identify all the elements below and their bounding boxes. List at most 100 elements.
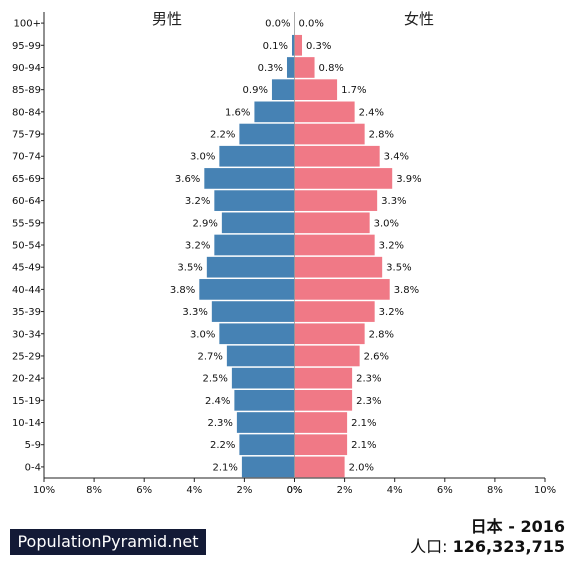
female-bar bbox=[294, 256, 383, 278]
female-value-label: 2.8% bbox=[369, 130, 394, 141]
male-bar bbox=[204, 168, 295, 189]
female-value-label: 3.2% bbox=[379, 241, 404, 252]
age-group-label: 5-9 bbox=[25, 440, 41, 451]
female-bar bbox=[294, 279, 390, 300]
male-bar bbox=[239, 434, 295, 456]
male-bar bbox=[219, 323, 295, 345]
male-value-label: 3.0% bbox=[190, 152, 215, 163]
male-bar bbox=[241, 456, 295, 478]
male-value-label: 0.3% bbox=[258, 63, 283, 74]
female-bar bbox=[294, 434, 348, 456]
female-bar bbox=[294, 79, 338, 101]
female-value-label: 3.8% bbox=[394, 285, 419, 296]
x-tick-label: 8% bbox=[86, 485, 102, 496]
brand-logo: PopulationPyramid.net bbox=[10, 529, 206, 555]
female-value-label: 3.2% bbox=[379, 307, 404, 318]
population-value: 126,323,715 bbox=[452, 537, 565, 556]
male-bar bbox=[199, 279, 295, 300]
male-value-label: 3.8% bbox=[170, 285, 195, 296]
x-tick-label: 4% bbox=[186, 485, 202, 496]
female-value-label: 2.3% bbox=[356, 396, 381, 407]
male-value-label: 1.6% bbox=[225, 107, 250, 118]
female-bar bbox=[294, 123, 365, 145]
female-bar bbox=[294, 323, 365, 345]
x-tick-label: 6% bbox=[437, 485, 453, 496]
age-group-label: 35-39 bbox=[12, 307, 41, 318]
female-bar bbox=[294, 301, 375, 322]
male-bar bbox=[234, 389, 295, 411]
male-value-label: 2.9% bbox=[192, 218, 217, 229]
x-tick-label: 8% bbox=[487, 485, 503, 496]
female-value-label: 0.8% bbox=[319, 63, 344, 74]
female-value-label: 3.9% bbox=[396, 174, 421, 185]
male-bar bbox=[214, 234, 295, 256]
age-group-label: 65-69 bbox=[12, 174, 41, 185]
female-bar bbox=[294, 456, 345, 478]
male-bar bbox=[226, 345, 295, 367]
age-group-label: 95-99 bbox=[12, 41, 41, 52]
male-value-label: 3.2% bbox=[185, 241, 210, 252]
female-bar bbox=[294, 367, 353, 389]
female-bar bbox=[294, 57, 315, 78]
male-value-label: 3.6% bbox=[175, 174, 200, 185]
x-tick-label: 0% bbox=[287, 485, 303, 496]
male-bar bbox=[206, 256, 295, 278]
male-bar bbox=[286, 57, 295, 78]
female-bar bbox=[294, 234, 375, 256]
x-tick-label: 10% bbox=[534, 485, 556, 496]
male-value-label: 0.9% bbox=[243, 85, 268, 96]
male-bar bbox=[219, 145, 295, 167]
female-bar bbox=[294, 168, 393, 189]
age-group-label: 55-59 bbox=[12, 218, 41, 229]
age-group-label: 10-14 bbox=[12, 418, 41, 429]
female-value-label: 2.6% bbox=[364, 351, 389, 362]
male-bar bbox=[271, 79, 295, 101]
female-value-label: 2.4% bbox=[359, 107, 384, 118]
x-tick-label: 2% bbox=[236, 485, 252, 496]
male-value-label: 0.1% bbox=[263, 41, 288, 52]
age-group-label: 70-74 bbox=[12, 152, 41, 163]
female-value-label: 2.0% bbox=[349, 462, 374, 473]
age-group-label: 30-34 bbox=[12, 329, 41, 340]
age-group-label: 45-49 bbox=[12, 263, 41, 274]
male-bar bbox=[214, 190, 295, 211]
male-bar bbox=[221, 212, 295, 234]
female-value-label: 0.0% bbox=[299, 19, 324, 30]
male-bar bbox=[239, 123, 295, 145]
male-value-label: 0.0% bbox=[265, 19, 290, 30]
age-group-label: 75-79 bbox=[12, 130, 41, 141]
female-bar bbox=[294, 101, 355, 123]
age-group-label: 90-94 bbox=[12, 63, 41, 74]
age-group-label: 25-29 bbox=[12, 351, 41, 362]
labels-layer: 100+ 0.0% 0.0% 95-99 0.1% 0.3% 90-94 0.3% 0.8% 85… bbox=[12, 19, 556, 496]
male-value-label: 2.4% bbox=[205, 396, 230, 407]
female-bar bbox=[294, 345, 360, 367]
male-value-label: 2.5% bbox=[202, 374, 227, 385]
age-group-label: 0-4 bbox=[25, 462, 41, 473]
age-group-label: 100+ bbox=[14, 19, 41, 30]
female-value-label: 3.0% bbox=[374, 218, 399, 229]
male-value-label: 2.3% bbox=[207, 418, 232, 429]
male-value-label: 3.3% bbox=[182, 307, 207, 318]
male-value-label: 2.7% bbox=[197, 351, 222, 362]
x-tick-label: 2% bbox=[337, 485, 353, 496]
female-bar bbox=[294, 212, 370, 234]
x-tick-label: 10% bbox=[33, 485, 55, 496]
female-value-label: 2.3% bbox=[356, 374, 381, 385]
population-label: 人口: bbox=[410, 537, 448, 556]
age-group-label: 85-89 bbox=[12, 85, 41, 96]
age-group-label: 40-44 bbox=[12, 285, 41, 296]
age-group-label: 60-64 bbox=[12, 196, 41, 207]
x-tick-label: 6% bbox=[136, 485, 152, 496]
axes-layer bbox=[41, 12, 546, 482]
female-value-label: 3.5% bbox=[386, 263, 411, 274]
country-year-title: 日本 - 2016 bbox=[470, 517, 565, 536]
male-bar bbox=[231, 367, 295, 389]
female-value-label: 2.1% bbox=[351, 418, 376, 429]
male-value-label: 2.2% bbox=[210, 130, 235, 141]
male-value-label: 2.1% bbox=[212, 462, 237, 473]
male-header: 男性 bbox=[152, 10, 183, 28]
x-tick-label: 4% bbox=[387, 485, 403, 496]
female-value-label: 2.1% bbox=[351, 440, 376, 451]
